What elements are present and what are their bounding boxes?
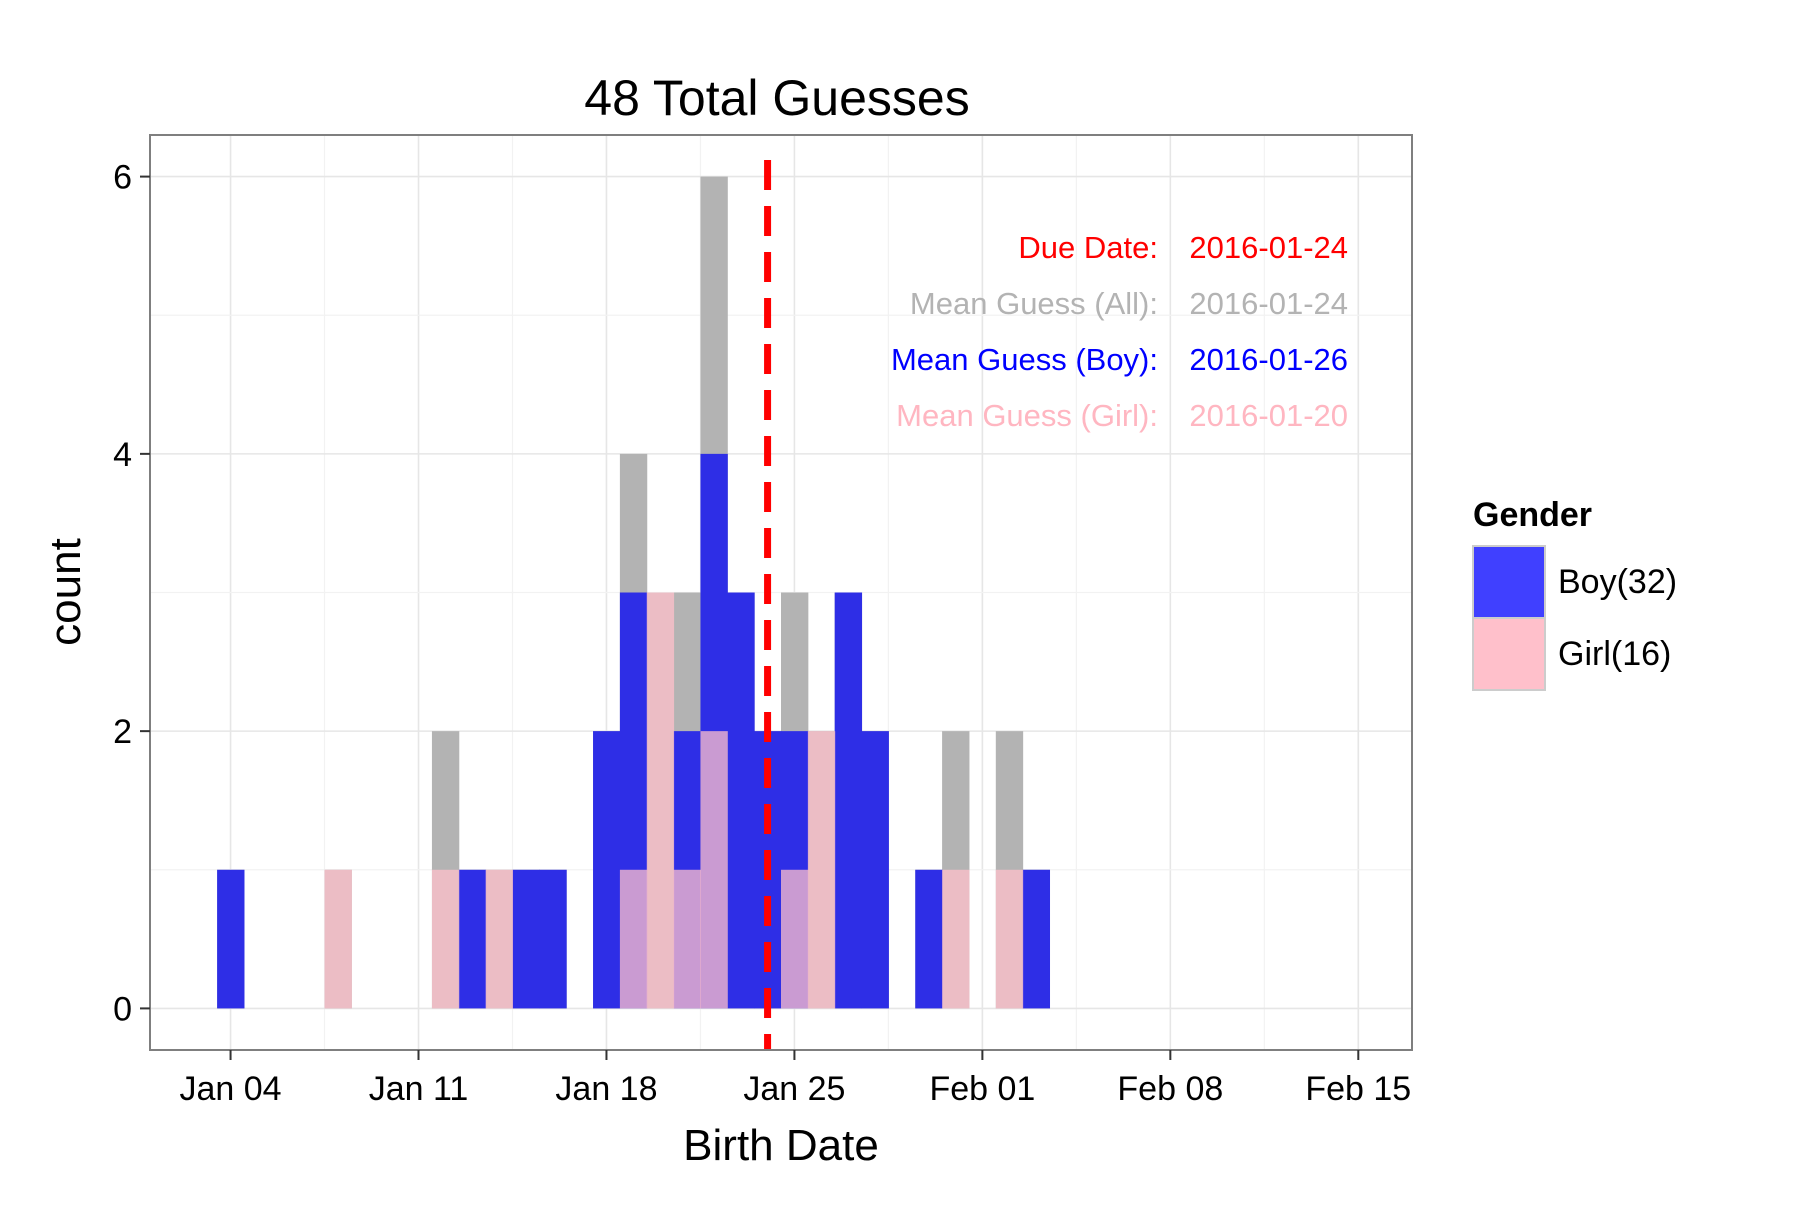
bar-girl bbox=[646, 592, 675, 1009]
annotation-label: Due Date: bbox=[1018, 230, 1158, 265]
legend: Gender Boy(32) Girl(16) bbox=[1472, 496, 1677, 691]
chart-title: 48 Total Guesses bbox=[584, 70, 969, 126]
y-tick-label: 0 bbox=[113, 990, 132, 1028]
bar-boy bbox=[727, 592, 755, 1009]
annotation-label: Mean Guess (All): bbox=[910, 286, 1158, 321]
legend-swatch bbox=[1472, 617, 1546, 691]
y-tick-label: 2 bbox=[113, 713, 132, 751]
x-tick-label: Jan 11 bbox=[369, 1070, 469, 1108]
y-axis-ticks: 0 2 4 6 bbox=[113, 159, 150, 1028]
plot-border bbox=[149, 134, 1413, 1051]
bar-girl bbox=[995, 869, 1024, 1009]
x-tick-label: Jan 25 bbox=[743, 1070, 845, 1108]
y-axis-title: count bbox=[41, 538, 90, 646]
x-axis-ticks: Jan 04 Jan 11 Jan 18 Jan 25 Feb 01 Feb 08 Feb … bbox=[180, 1050, 1411, 1108]
bar-boy bbox=[861, 731, 889, 1009]
legend-title: Gender bbox=[1473, 496, 1592, 534]
bar-girl bbox=[942, 869, 970, 1009]
x-axis-title: Birth Date bbox=[683, 1121, 879, 1170]
annotation-value: 2016-01-20 bbox=[1189, 398, 1348, 433]
annotation-value: 2016-01-24 bbox=[1189, 230, 1348, 265]
bar-boy bbox=[834, 592, 863, 1009]
legend-label: Boy(32) bbox=[1558, 563, 1677, 601]
bar-boy bbox=[458, 869, 487, 1009]
annotation-label: Mean Guess (Boy): bbox=[891, 342, 1158, 377]
annotation-value: 2016-01-24 bbox=[1189, 286, 1348, 321]
annotation-label: Mean Guess (Girl): bbox=[896, 398, 1158, 433]
bar-girl bbox=[485, 869, 513, 1009]
x-tick-label: Jan 04 bbox=[180, 1070, 282, 1108]
bar-boy bbox=[217, 869, 245, 1009]
y-tick-label: 6 bbox=[113, 159, 132, 197]
bar-girl bbox=[431, 869, 460, 1009]
legend-label: Girl(16) bbox=[1558, 635, 1671, 673]
x-tick-label: Feb 01 bbox=[929, 1070, 1035, 1108]
x-tick-label: Jan 18 bbox=[555, 1070, 657, 1108]
y-tick-label: 4 bbox=[113, 436, 132, 474]
x-tick-label: Feb 15 bbox=[1305, 1070, 1411, 1108]
bar-boy bbox=[593, 731, 621, 1009]
annotation-block: Due Date: 2016-01-24 Mean Guess (All): 2016… bbox=[891, 230, 1348, 433]
bar-girl bbox=[673, 869, 701, 1009]
bar-boy bbox=[512, 869, 540, 1009]
annotation-value: 2016-01-26 bbox=[1189, 342, 1348, 377]
bar-boy bbox=[539, 869, 567, 1009]
bar-girl bbox=[700, 731, 728, 1009]
bar-girl bbox=[781, 869, 809, 1009]
bar-girl bbox=[807, 731, 836, 1009]
bar-boy bbox=[1022, 869, 1051, 1009]
legend-swatch bbox=[1472, 545, 1546, 619]
bars-girl-series bbox=[324, 592, 1024, 1009]
bar-boy bbox=[915, 869, 943, 1009]
x-tick-label: Feb 08 bbox=[1117, 1070, 1223, 1108]
bar-girl bbox=[619, 869, 648, 1009]
bar-girl bbox=[324, 869, 352, 1009]
